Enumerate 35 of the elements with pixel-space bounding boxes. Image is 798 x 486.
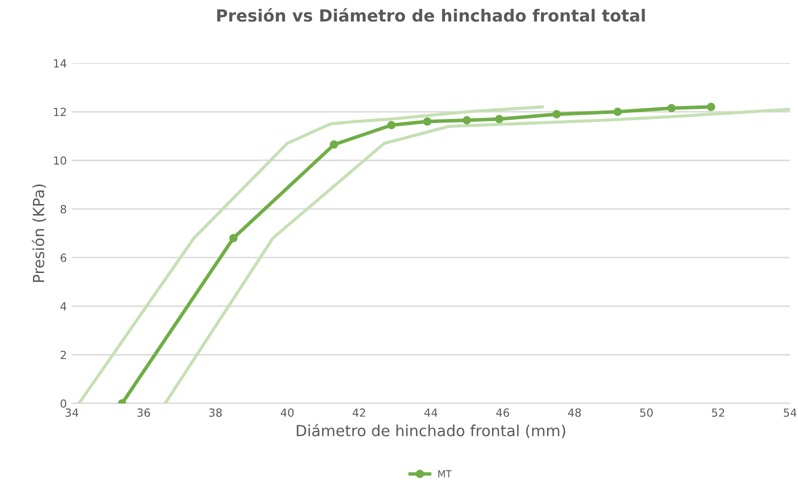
y-tick-label: 6: [60, 254, 66, 262]
y-tick-label: 8: [60, 204, 66, 214]
x-axis-title: Diámetro de hinchado frontal (mm): [296, 424, 566, 438]
x-tick-label: 38: [209, 408, 222, 417]
x-tick-label: 42: [352, 408, 366, 417]
y-tick-label: 0: [60, 399, 66, 408]
point: [667, 104, 676, 112]
point: [423, 117, 432, 126]
x-tick-label: 52: [712, 408, 724, 417]
y-tick-label: 10: [54, 156, 66, 165]
point: [229, 234, 238, 242]
x-tick-label: 34: [66, 408, 78, 417]
point: [706, 102, 716, 112]
y-tick-label: 2: [60, 350, 66, 359]
point: [330, 140, 338, 149]
point: [387, 120, 396, 130]
x-tick-label: 46: [496, 408, 510, 417]
point: [462, 116, 471, 124]
line-series: [77, 105, 544, 404]
x-tick-label: 50: [640, 408, 653, 417]
x-tick-label: 36: [137, 408, 150, 417]
chart-title: Presión vs Diámetro de hinchado frontal total: [217, 8, 645, 22]
y-tick-label: 14: [54, 59, 66, 68]
line-series: [164, 108, 790, 404]
x-tick-label: 40: [280, 408, 294, 417]
point: [494, 114, 504, 124]
point: [552, 110, 561, 118]
y-axis-title: Presión (KPa): [32, 184, 46, 282]
legend-label: MT: [438, 470, 452, 478]
x-tick-label: 44: [424, 408, 438, 417]
x-tick-label: 48: [568, 408, 581, 417]
x-tick-label: 54: [784, 408, 796, 417]
y-tick-label: 12: [54, 108, 66, 116]
point: [613, 108, 622, 116]
y-tick-label: 4: [60, 302, 66, 310]
